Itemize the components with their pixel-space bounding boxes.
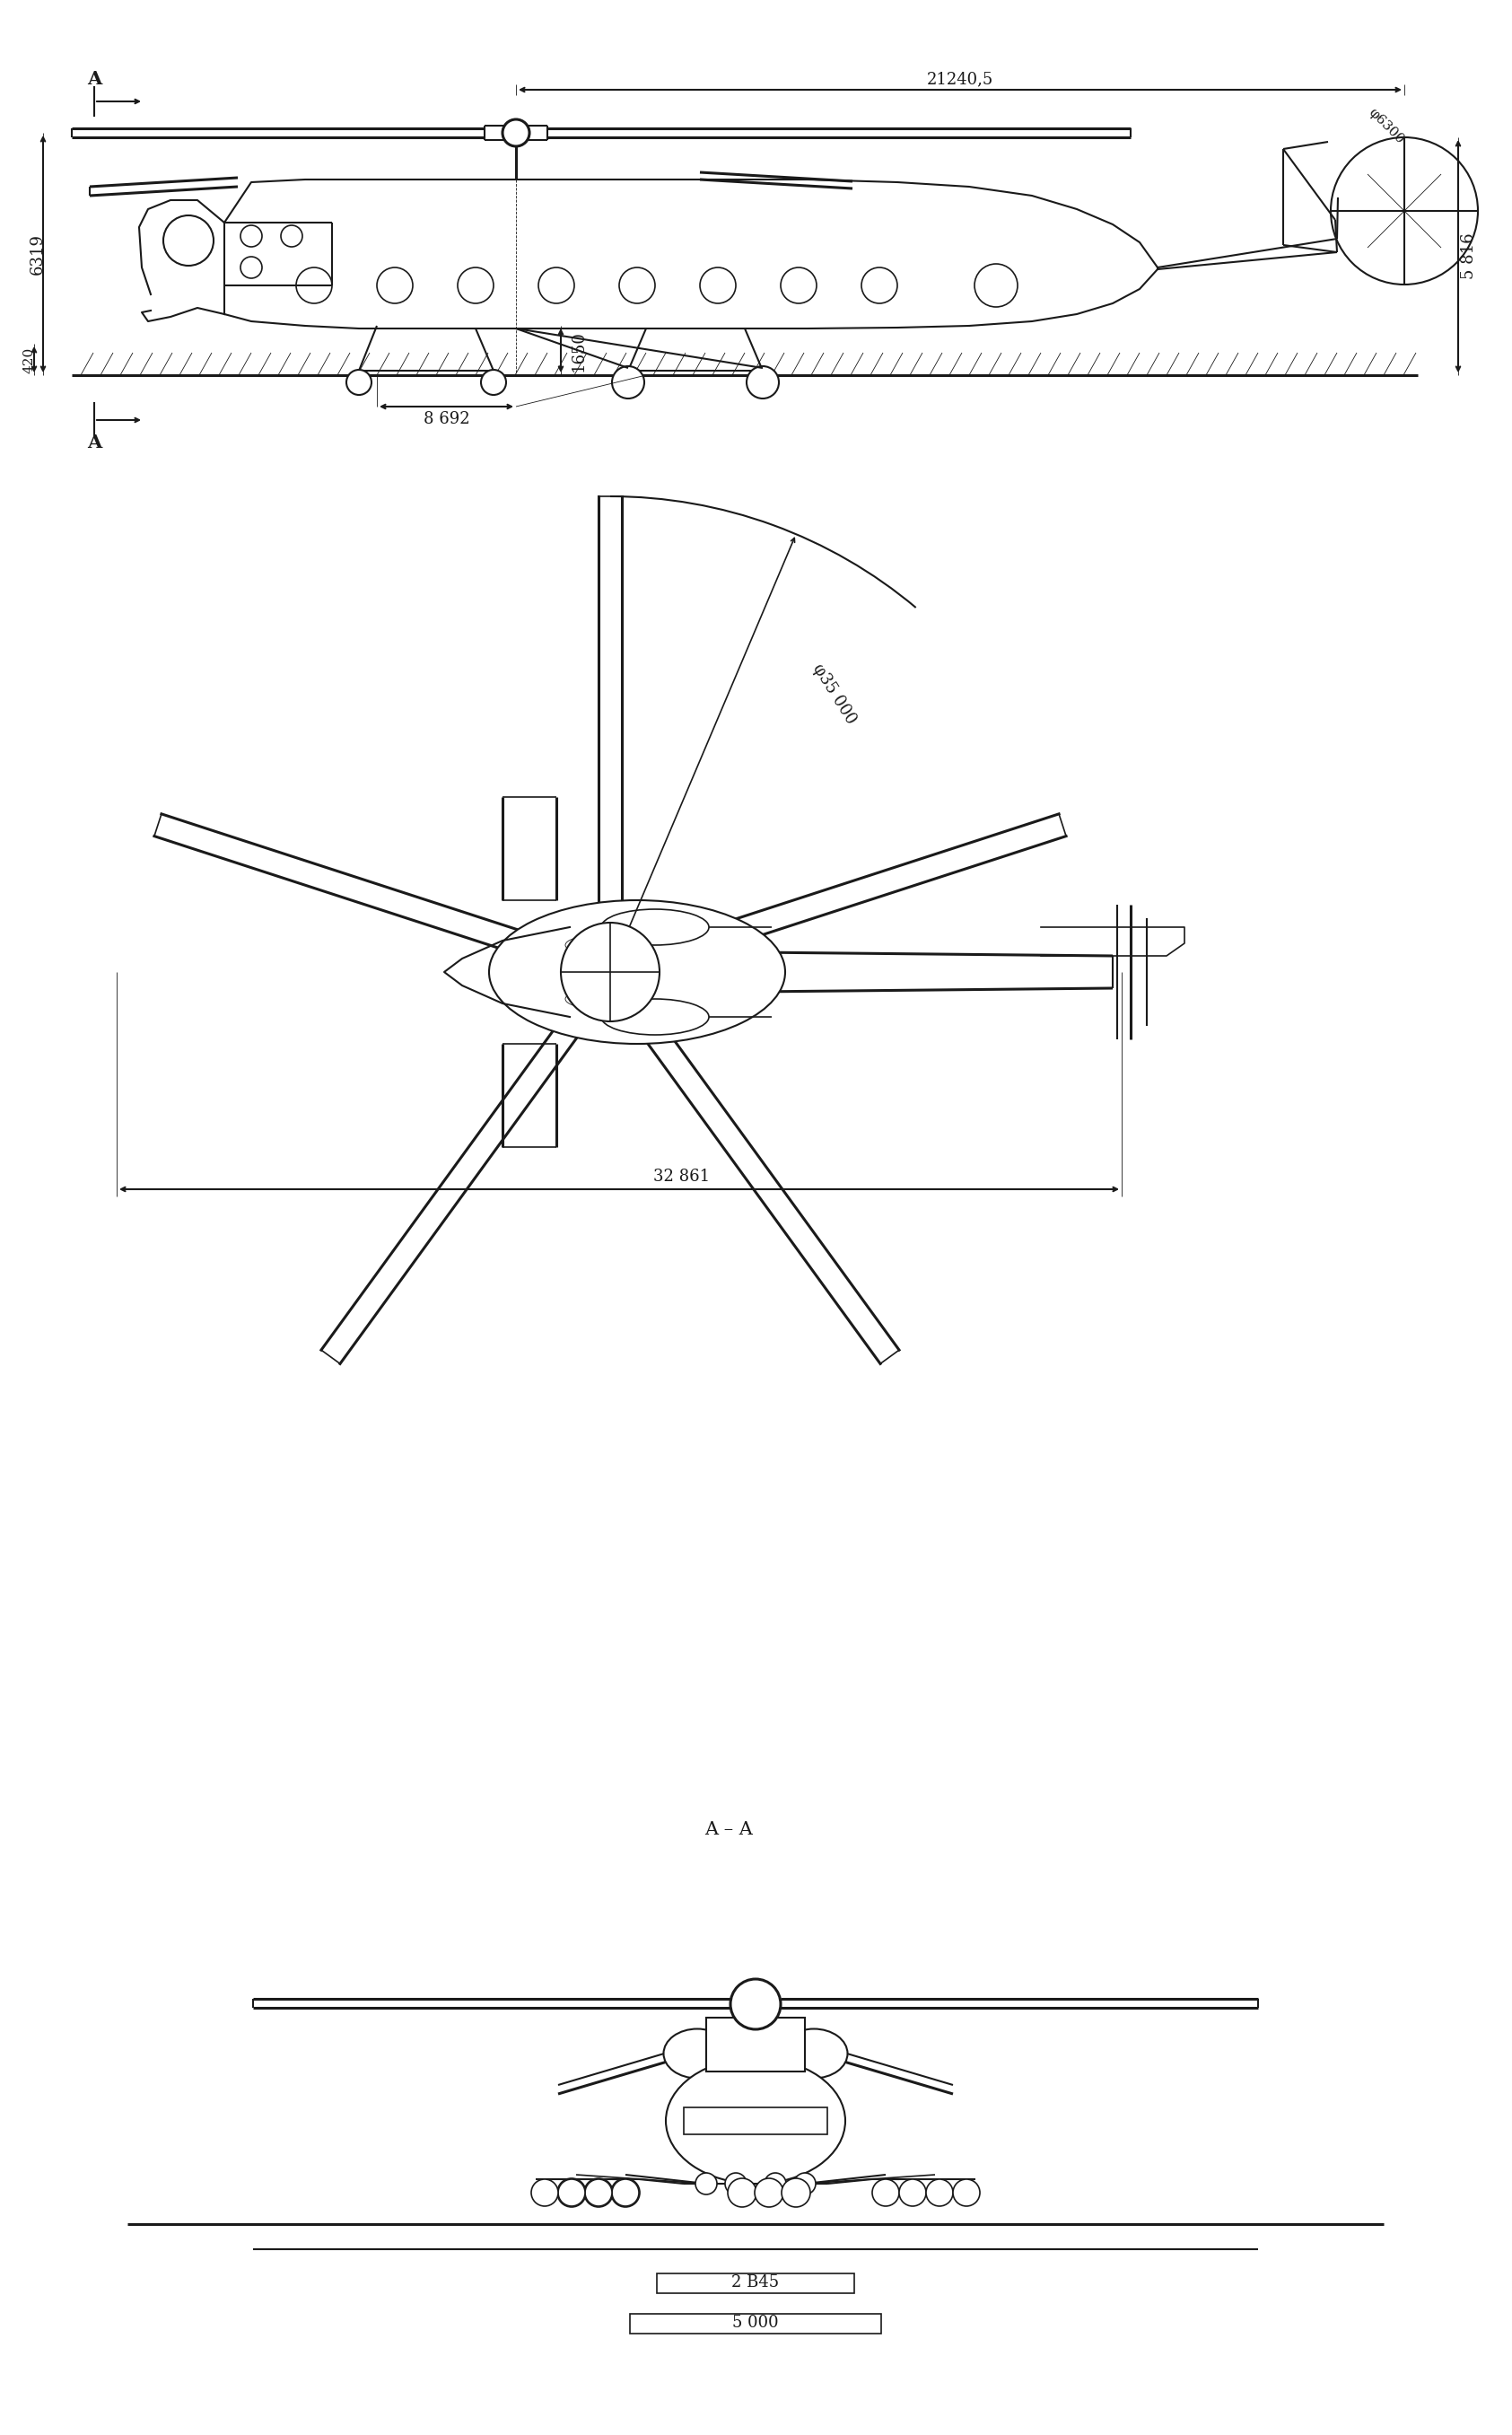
Circle shape xyxy=(346,370,372,394)
Circle shape xyxy=(696,2172,717,2194)
Text: 32 861: 32 861 xyxy=(653,1169,711,1186)
Ellipse shape xyxy=(565,935,618,955)
Text: 420: 420 xyxy=(23,346,35,373)
Text: A: A xyxy=(86,433,101,450)
Text: 6319: 6319 xyxy=(30,234,45,275)
Text: φ35 000: φ35 000 xyxy=(810,660,859,728)
Circle shape xyxy=(502,119,529,146)
Text: 8 692: 8 692 xyxy=(423,412,470,426)
Circle shape xyxy=(900,2179,925,2206)
Text: 5 816: 5 816 xyxy=(1461,234,1477,280)
Circle shape xyxy=(765,2172,786,2194)
Bar xyxy=(706,2019,804,2072)
Circle shape xyxy=(612,365,644,399)
Circle shape xyxy=(585,2179,612,2206)
Circle shape xyxy=(481,370,507,394)
Circle shape xyxy=(782,2179,810,2206)
Bar xyxy=(683,2106,827,2135)
Ellipse shape xyxy=(565,991,618,1008)
Circle shape xyxy=(727,2179,756,2206)
Circle shape xyxy=(730,1980,780,2028)
Circle shape xyxy=(576,937,644,1006)
Text: 1650: 1650 xyxy=(570,331,587,373)
Ellipse shape xyxy=(602,908,709,945)
Bar xyxy=(656,2274,854,2294)
Text: 5 000: 5 000 xyxy=(732,2316,779,2330)
Circle shape xyxy=(794,2172,815,2194)
Circle shape xyxy=(726,2172,747,2194)
Text: φ6300: φ6300 xyxy=(1367,107,1406,146)
Circle shape xyxy=(584,2179,612,2206)
Circle shape xyxy=(531,2179,558,2206)
Text: A – A: A – A xyxy=(705,1821,753,1838)
Text: A: A xyxy=(86,71,101,88)
Circle shape xyxy=(747,365,779,399)
Circle shape xyxy=(558,2179,585,2206)
Ellipse shape xyxy=(488,901,785,1045)
Bar xyxy=(631,2313,881,2333)
Ellipse shape xyxy=(665,2058,845,2184)
Circle shape xyxy=(558,2179,587,2206)
Circle shape xyxy=(754,2179,783,2206)
Circle shape xyxy=(872,2179,900,2206)
Circle shape xyxy=(561,923,659,1020)
Circle shape xyxy=(611,2179,640,2206)
Text: 2 B45: 2 B45 xyxy=(732,2274,779,2291)
Circle shape xyxy=(953,2179,980,2206)
Ellipse shape xyxy=(780,2028,848,2077)
Circle shape xyxy=(612,2179,640,2206)
Circle shape xyxy=(925,2179,953,2206)
Text: 21240,5: 21240,5 xyxy=(927,71,993,88)
Ellipse shape xyxy=(602,998,709,1035)
Ellipse shape xyxy=(664,2028,730,2077)
